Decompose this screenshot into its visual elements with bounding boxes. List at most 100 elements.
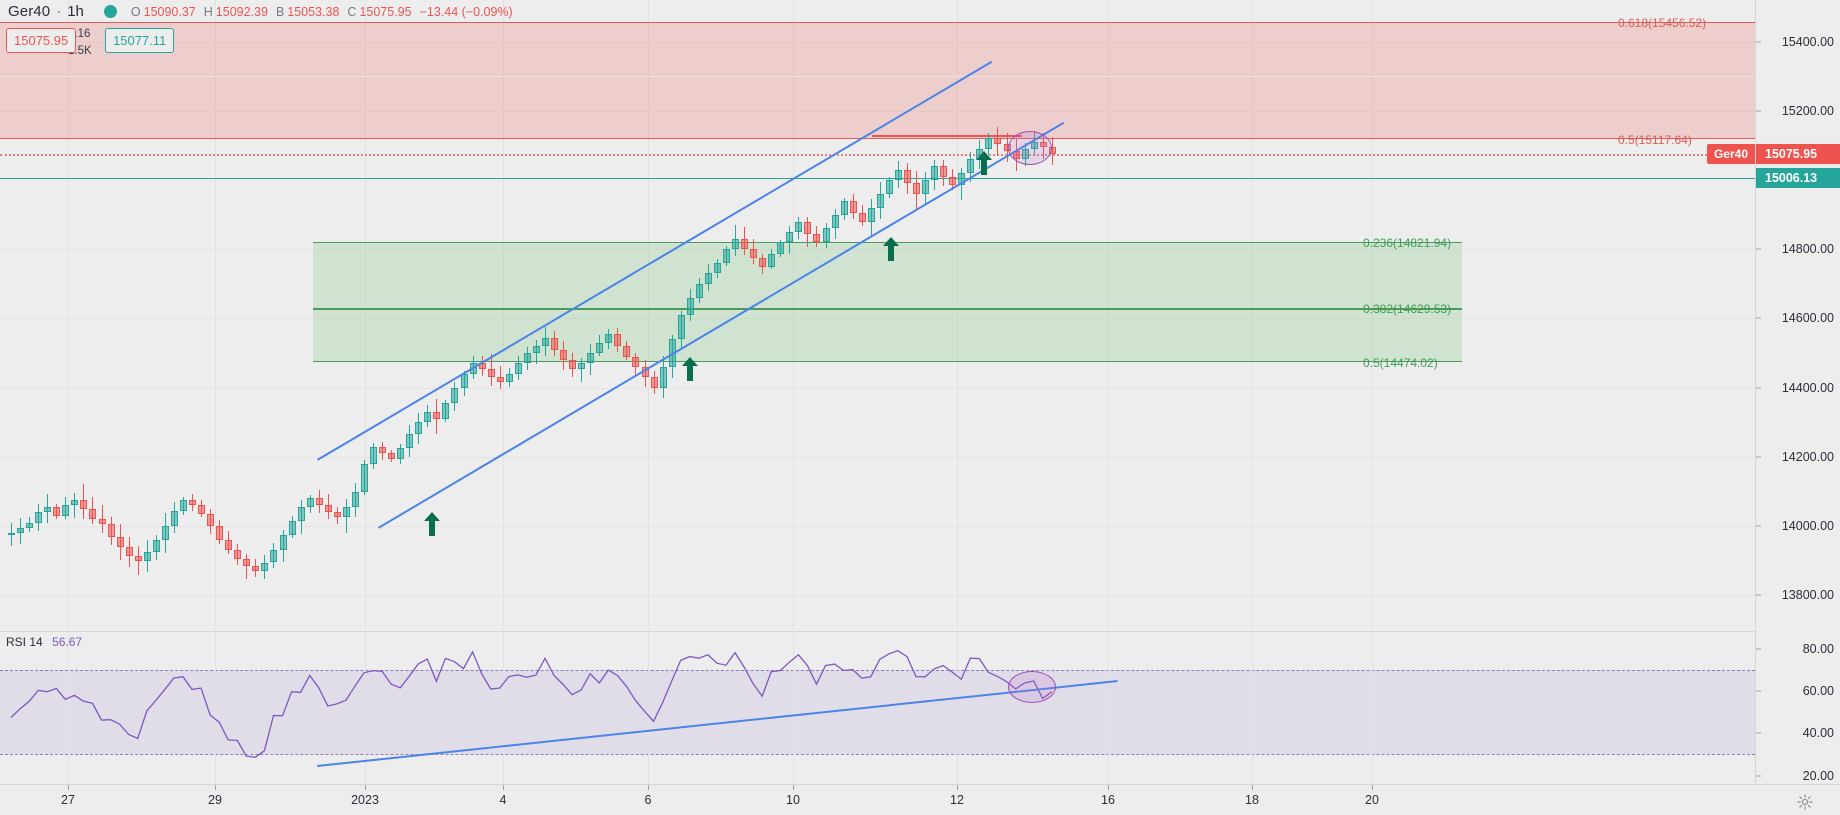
ohlc-high-key: H — [203, 4, 213, 19]
price-axis[interactable]: 15400.00 15200.00 14800.00 14600.00 14400.00… — [1755, 0, 1840, 784]
candle-body — [270, 550, 278, 563]
candle-body — [858, 212, 866, 222]
resistance-segment — [872, 135, 1022, 137]
price-axis-tick: 14800.00 — [1781, 242, 1834, 257]
candle-body — [17, 527, 25, 534]
left-price-tag-green[interactable]: 15077.11 — [105, 28, 175, 53]
grid-line-vertical — [957, 632, 958, 784]
timeframe-label[interactable]: 1h — [67, 3, 84, 20]
time-axis-tick: 6 — [644, 793, 652, 807]
candle-wick — [74, 493, 76, 519]
axis-tick-mark — [1756, 775, 1761, 777]
time-axis-tick: 16 — [1101, 793, 1115, 807]
grid-line-horizontal — [0, 41, 1755, 43]
ohlc-open-key: O — [130, 4, 141, 19]
last-price-badge[interactable]: 15075.95 — [1756, 143, 1840, 164]
rsi-axis-tick: 40.00 — [1802, 726, 1834, 741]
candle-body — [351, 491, 359, 508]
price-highlight-ellipse[interactable] — [1008, 131, 1052, 165]
candle-body — [940, 166, 948, 177]
candle-body — [885, 180, 893, 194]
buy-signal-arrow-icon — [682, 357, 698, 381]
grid-line-vertical — [215, 632, 216, 784]
fib-zone-lower — [313, 241, 1462, 363]
support-line — [0, 177, 1755, 180]
time-tick-mark — [68, 785, 69, 790]
fib-label-red: 0.5(15117.64) — [1618, 133, 1692, 148]
candle-body — [161, 526, 169, 540]
time-tick-mark — [957, 785, 958, 790]
axis-tick-mark — [1756, 387, 1761, 389]
time-axis-tick: 27 — [61, 793, 75, 807]
candle-body — [451, 387, 459, 404]
candle-body — [198, 505, 206, 515]
price-axis-tick: 15400.00 — [1781, 34, 1834, 49]
grid-line-vertical — [1108, 0, 1109, 630]
time-tick-mark — [1108, 785, 1109, 790]
price-pane[interactable]: 0.618(15456.52) 0.5(15117.64) 0.236(14821.… — [0, 0, 1755, 630]
candle-body — [44, 507, 52, 513]
candle-body — [831, 214, 839, 229]
candle-body — [713, 263, 721, 274]
axis-tick-mark — [1756, 317, 1761, 319]
candle-body — [189, 500, 196, 506]
candle-body — [143, 552, 151, 561]
candle-body — [867, 207, 875, 222]
price-axis-tick: 13800.00 — [1781, 588, 1834, 603]
grid-line-vertical — [1372, 632, 1373, 784]
candle-body — [98, 519, 106, 525]
candle-body — [913, 183, 920, 194]
time-tick-mark — [215, 785, 216, 790]
candle-body — [297, 507, 305, 521]
gear-icon[interactable] — [1796, 793, 1814, 811]
left-price-tag-red[interactable]: 15075.95 — [6, 28, 77, 53]
ohlc-low-value: 15053.38 — [287, 4, 340, 19]
axis-tick-mark — [1756, 525, 1761, 527]
candle-body — [922, 180, 930, 194]
fib-label-green: 0.382(14629.53) — [1363, 302, 1452, 317]
support-price-badge[interactable]: 15006.13 — [1756, 167, 1840, 188]
buy-signal-arrow-icon — [424, 512, 440, 536]
candle-body — [53, 507, 61, 516]
time-axis[interactable]: 27 29 2023 4 6 10 12 16 18 20 — [0, 784, 1840, 815]
candle-body — [741, 238, 749, 250]
rsi-highlight-ellipse[interactable] — [1008, 671, 1056, 703]
candle-body — [722, 249, 730, 264]
symbol-label[interactable]: Ger40 — [8, 3, 51, 20]
time-tick-mark — [1252, 785, 1253, 790]
rsi-legend-period: 14 — [29, 635, 43, 649]
rsi-legend-name: RSI — [6, 635, 27, 649]
candle-body — [596, 342, 604, 354]
grid-line-horizontal — [0, 110, 1755, 112]
candle-body — [614, 334, 622, 347]
rsi-pane[interactable]: RSI 14 56.67 — [0, 632, 1755, 784]
candle-body — [578, 363, 586, 369]
grid-line-vertical — [68, 0, 69, 630]
ohlc-change-value: −13.44 (−0.09%) — [419, 4, 513, 19]
candle-body — [768, 254, 776, 267]
ohlc-close-key: C — [347, 4, 357, 19]
candle-body — [71, 500, 79, 506]
candle-body — [125, 546, 133, 556]
candle-body — [514, 363, 522, 374]
candle-body — [777, 242, 785, 255]
candle-body — [342, 507, 350, 518]
symbol-price-flag[interactable]: Ger40 — [1706, 143, 1755, 164]
ohlc-close-value: 15075.95 — [359, 4, 412, 19]
candle-body — [569, 360, 577, 369]
candle-body — [786, 231, 794, 243]
time-axis-tick: 2023 — [351, 793, 379, 807]
axis-tick-mark — [1756, 648, 1761, 650]
fib-level-0382 — [313, 308, 1462, 310]
axis-tick-mark — [1756, 456, 1761, 458]
axis-tick-mark — [1756, 690, 1761, 692]
rsi-legend[interactable]: RSI 14 56.67 — [6, 635, 82, 649]
header-separator: · — [56, 3, 62, 20]
candle-body — [605, 334, 613, 343]
rsi-axis-tick: 20.00 — [1802, 768, 1834, 783]
candle-body — [134, 555, 142, 561]
axis-tick-mark — [1756, 248, 1761, 250]
price-axis-tick: 14600.00 — [1781, 311, 1834, 326]
rsi-axis-tick: 80.00 — [1802, 641, 1834, 656]
